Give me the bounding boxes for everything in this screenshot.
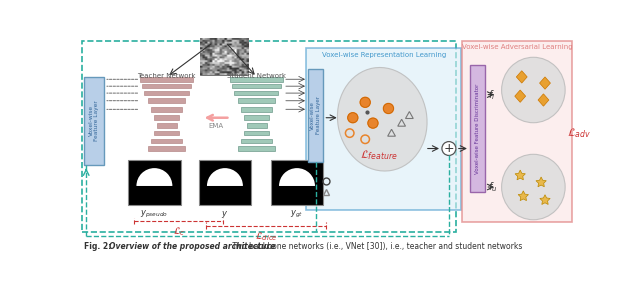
Bar [145, 91, 189, 95]
Bar [230, 77, 283, 82]
Bar [271, 160, 323, 205]
Circle shape [348, 113, 358, 123]
Text: EMA: EMA [208, 123, 223, 129]
Polygon shape [516, 71, 527, 83]
Bar [200, 38, 248, 75]
Bar [244, 131, 269, 135]
Bar [157, 123, 177, 128]
Wedge shape [279, 168, 315, 186]
Text: Teacher Network: Teacher Network [138, 73, 196, 79]
Ellipse shape [337, 67, 427, 171]
Text: $f_l$: $f_l$ [488, 88, 496, 102]
Bar [232, 84, 281, 88]
Bar [148, 98, 186, 103]
Text: $\mathcal{L}_{adv}$: $\mathcal{L}_{adv}$ [566, 126, 591, 140]
Bar [470, 65, 485, 192]
Bar [307, 48, 461, 210]
Text: $y$: $y$ [221, 209, 228, 219]
Bar [241, 107, 272, 111]
Ellipse shape [502, 154, 565, 220]
Bar [83, 41, 456, 232]
Bar [241, 139, 272, 143]
Bar [151, 139, 182, 143]
Bar [148, 146, 186, 151]
Bar [154, 131, 179, 135]
Text: Fig. 2:: Fig. 2: [84, 242, 114, 251]
Text: Overview of the proposed architecture: Overview of the proposed architecture [109, 242, 276, 251]
Polygon shape [515, 90, 525, 102]
Bar [238, 146, 275, 151]
Bar [244, 115, 269, 120]
Text: +: + [444, 142, 454, 155]
Ellipse shape [502, 57, 565, 123]
Polygon shape [540, 195, 550, 204]
Text: $\mathcal{L}_{c}$: $\mathcal{L}_{c}$ [173, 226, 185, 238]
Text: $y_{gt}$: $y_{gt}$ [291, 209, 304, 220]
Bar [234, 91, 278, 95]
Polygon shape [536, 177, 547, 187]
Text: Voxel-wise
Feature Layer: Voxel-wise Feature Layer [310, 96, 321, 134]
Polygon shape [538, 94, 549, 106]
Bar [308, 69, 323, 162]
Circle shape [383, 103, 394, 113]
Text: Voxel-wise Representation Learning: Voxel-wise Representation Learning [322, 52, 446, 58]
Text: $\mathcal{L}_{feature}$: $\mathcal{L}_{feature}$ [360, 149, 397, 162]
Text: $y_{pseudo}$: $y_{pseudo}$ [140, 209, 168, 220]
Bar [246, 123, 267, 128]
Bar [198, 160, 252, 205]
Text: Two backbone networks (i.e., VNet [30]), i.e., teacher and student networks: Two backbone networks (i.e., VNet [30]),… [230, 242, 522, 251]
Bar [154, 115, 179, 120]
Text: $f_u$: $f_u$ [488, 180, 498, 194]
Wedge shape [207, 168, 243, 186]
Polygon shape [518, 191, 529, 201]
Polygon shape [515, 170, 525, 180]
Bar [140, 77, 193, 82]
Text: Student Network: Student Network [227, 73, 286, 79]
Bar [462, 41, 572, 222]
Text: Voxel-wise
Feature Layer: Voxel-wise Feature Layer [88, 101, 99, 141]
Polygon shape [540, 77, 550, 89]
Text: Voxel-wise Feature Discriminator: Voxel-wise Feature Discriminator [475, 83, 480, 174]
Bar [151, 107, 182, 111]
Bar [84, 77, 104, 166]
Text: $\mathcal{L}_{dice}$: $\mathcal{L}_{dice}$ [255, 230, 278, 243]
Bar [142, 84, 191, 88]
Circle shape [368, 118, 378, 128]
Bar [128, 160, 180, 205]
Bar [238, 98, 275, 103]
Circle shape [360, 97, 370, 107]
Text: Voxel-wise Adversarial Learning: Voxel-wise Adversarial Learning [462, 44, 572, 50]
Wedge shape [136, 168, 172, 186]
Circle shape [442, 142, 456, 156]
